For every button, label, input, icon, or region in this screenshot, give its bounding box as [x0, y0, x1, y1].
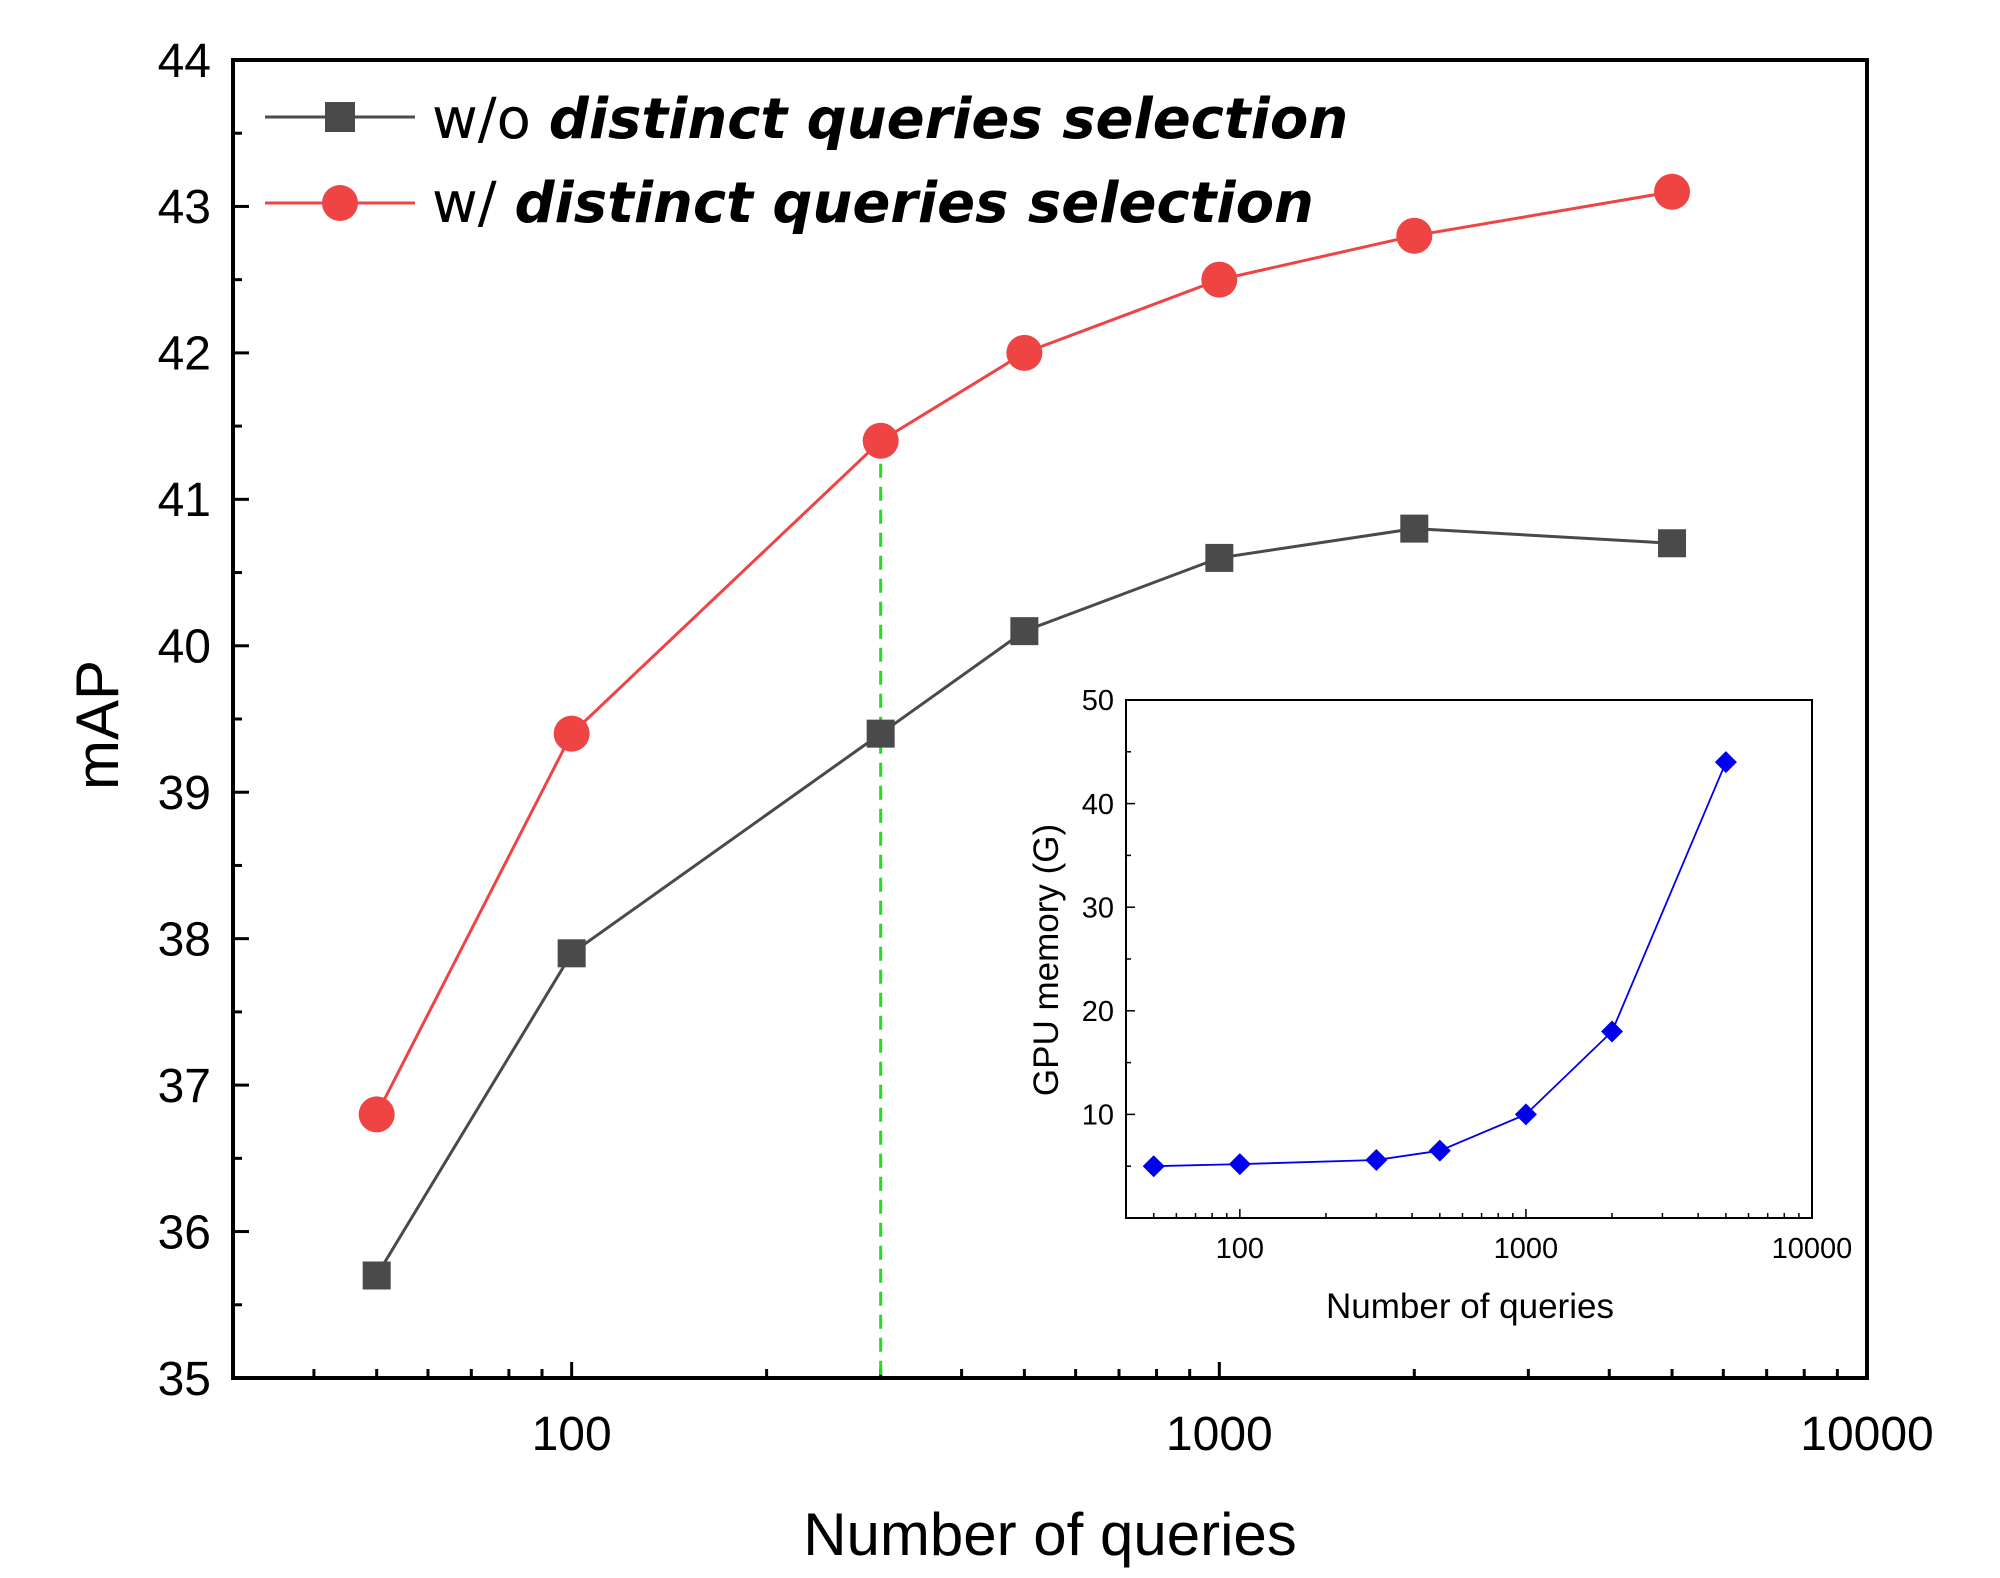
data-point-diamond [1601, 1020, 1624, 1043]
data-point-circle [553, 715, 590, 752]
data-point-square [557, 939, 586, 968]
y-tick-label: 39 [158, 767, 211, 820]
data-point-circle [1396, 217, 1433, 254]
main-x-axis-title: Number of queries [803, 1501, 1297, 1568]
main-y-axis-title: mAP [64, 660, 131, 790]
data-point-circle [862, 422, 899, 459]
legend-label-with-emphasis: distinct queries selection [514, 171, 1313, 236]
data-point-diamond [1365, 1148, 1388, 1171]
data-point-diamond [1514, 1103, 1537, 1126]
legend-circle-marker [322, 185, 358, 221]
data-point-square [866, 719, 895, 748]
inset-tick-labels: 100 1000 10000 10 20 30 40 50 [1082, 685, 1853, 1265]
data-point-diamond [1142, 1155, 1165, 1178]
y-tick-label: 40 [158, 621, 211, 674]
y-tick-label: 50 [1082, 685, 1114, 717]
main-tick-labels: 100 1000 10000 35 36 37 38 39 40 41 42 43 44 [158, 35, 1934, 1461]
y-tick-label: 30 [1082, 892, 1114, 924]
y-tick-label: 42 [158, 328, 211, 381]
data-point-circle [1006, 334, 1043, 371]
x-tick-label: 100 [1216, 1233, 1264, 1265]
y-tick-label: 20 [1082, 996, 1114, 1028]
main-chart: 100 1000 10000 35 36 37 38 39 40 41 42 43 44 Number … [64, 35, 1934, 1568]
y-tick-label: 41 [158, 474, 211, 527]
y-tick-label: 10 [1082, 1100, 1114, 1132]
main-series [358, 173, 1691, 1290]
legend-label-with-prefix: w/ [432, 171, 514, 236]
inset-chart: 100 1000 10000 10 20 30 40 50 Number of queries… [1027, 685, 1852, 1326]
x-tick-label: 1000 [1166, 1408, 1273, 1461]
x-tick-label: 100 [532, 1408, 612, 1461]
y-tick-label: 35 [158, 1353, 211, 1406]
inset-plot-frame [1125, 699, 1813, 1219]
data-point-diamond [1714, 751, 1737, 774]
inset-y-axis-title: GPU memory (G) [1027, 824, 1066, 1096]
data-point-circle [358, 1096, 395, 1133]
x-tick-label: 10000 [1772, 1233, 1853, 1265]
legend-entry-with: w/ distinct queries selection [265, 171, 1314, 236]
legend-label-with: w/ distinct queries selection [432, 171, 1314, 236]
legend-entry-without: w/o distinct queries selection [265, 87, 1348, 152]
inset-background [1126, 700, 1812, 1218]
y-tick-label: 38 [158, 913, 211, 966]
data-point-square [1400, 514, 1429, 543]
data-point-circle [1654, 173, 1691, 210]
inset-series [1142, 751, 1737, 1178]
y-tick-label: 43 [158, 181, 211, 234]
legend-label-without-prefix: w/o [432, 87, 549, 152]
x-tick-label: 1000 [1494, 1233, 1559, 1265]
legend-label-without: w/o distinct queries selection [432, 87, 1348, 152]
x-tick-label: 10000 [1800, 1408, 1933, 1461]
data-point-diamond [1228, 1153, 1251, 1176]
legend-label-without-emphasis: distinct queries selection [549, 87, 1348, 152]
data-point-circle [1201, 261, 1238, 298]
y-tick-label: 40 [1082, 789, 1114, 821]
legend-square-marker [325, 102, 355, 132]
y-tick-label: 37 [158, 1060, 211, 1113]
data-point-square [362, 1261, 391, 1290]
main-plot-frame [231, 58, 1869, 1380]
data-point-square [1205, 543, 1234, 572]
data-point-square [1658, 529, 1687, 558]
legend: w/o distinct queries selection w/ distin… [265, 87, 1348, 236]
y-tick-label: 44 [158, 35, 211, 88]
data-point-square [1010, 617, 1039, 646]
y-tick-label: 36 [158, 1206, 211, 1259]
inset-x-axis-title: Number of queries [1326, 1287, 1614, 1326]
data-point-diamond [1428, 1139, 1451, 1162]
